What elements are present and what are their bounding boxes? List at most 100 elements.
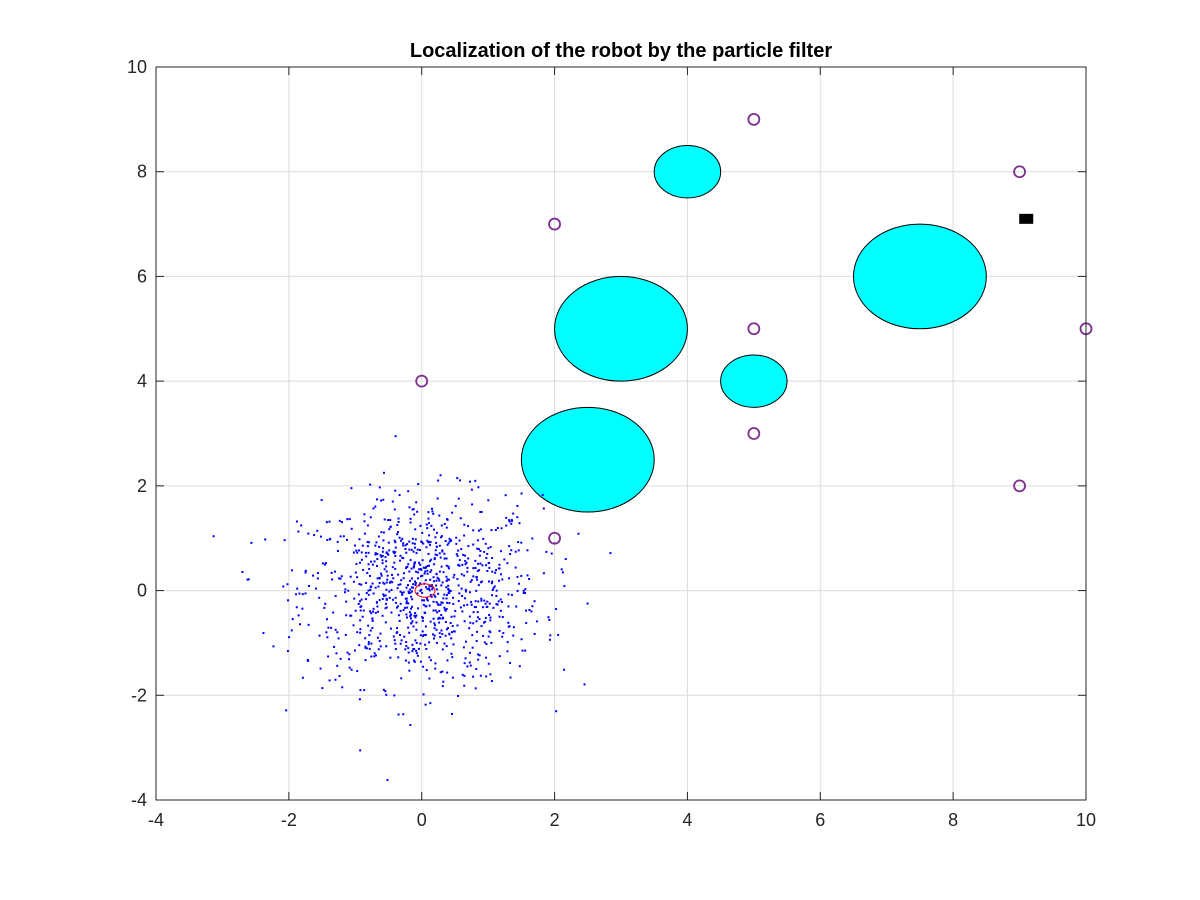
particle-point <box>400 639 403 642</box>
particle-point <box>366 541 369 544</box>
particle-point <box>425 647 428 650</box>
particle-point <box>389 580 392 583</box>
particle-point <box>516 504 519 507</box>
particle-point <box>417 647 420 650</box>
particle-point <box>450 712 453 715</box>
particle-point <box>510 549 513 552</box>
particle-point <box>360 598 363 601</box>
landmark-marker <box>415 374 429 388</box>
particle-point <box>393 561 396 564</box>
particle-point <box>445 597 448 600</box>
particle-point <box>371 582 374 585</box>
particle-point <box>445 628 448 631</box>
particle-point <box>339 535 342 538</box>
y-tick-label: 10 <box>127 57 147 77</box>
particle-point <box>528 577 531 580</box>
particle-point <box>381 554 384 557</box>
particle-point <box>429 702 432 705</box>
particle-point <box>531 537 534 540</box>
particle-point <box>368 634 371 637</box>
particle-point <box>461 673 464 676</box>
particle-point <box>451 625 454 628</box>
particle-point <box>447 567 450 570</box>
particle-point <box>487 662 490 665</box>
particle-point <box>434 609 437 612</box>
particle-point <box>393 539 396 542</box>
particle-point <box>365 647 368 650</box>
particle-point <box>344 588 347 591</box>
particle-point <box>472 575 475 578</box>
particle-point <box>411 586 414 589</box>
particle-point <box>344 633 347 636</box>
particle-point <box>488 580 491 583</box>
particle-point <box>415 552 418 555</box>
particle-point <box>378 639 381 642</box>
particle-point <box>467 545 470 548</box>
particle-point <box>504 494 507 497</box>
particle-point <box>415 570 418 573</box>
particle-point <box>517 549 520 552</box>
particle-point <box>444 621 447 624</box>
particle-point <box>368 647 371 650</box>
particle-point <box>413 660 416 663</box>
particle-point <box>421 630 424 633</box>
particle-point <box>407 647 410 650</box>
particle-point <box>441 648 444 651</box>
particle-point <box>516 575 519 578</box>
particle-point <box>425 523 428 526</box>
particle-point <box>421 619 424 622</box>
particle-point <box>383 518 386 521</box>
particle-point <box>337 637 340 640</box>
particle-point <box>325 521 328 524</box>
particle-point <box>487 635 490 638</box>
particle-point <box>341 686 344 689</box>
particle-point <box>430 524 433 527</box>
particle-point <box>358 561 361 564</box>
particle-point <box>412 583 415 586</box>
particle-point <box>381 550 384 553</box>
particle-point <box>456 624 459 627</box>
particle-point <box>457 599 460 602</box>
particle-point <box>371 619 374 622</box>
particle-point <box>477 584 480 587</box>
particle-point <box>417 483 420 486</box>
particle-point <box>336 540 339 543</box>
particle-point <box>435 545 438 548</box>
particle-point <box>356 631 359 634</box>
particle-point <box>438 609 441 612</box>
particle-point <box>444 609 447 612</box>
particle-point <box>433 558 436 561</box>
particle-point <box>323 606 326 609</box>
particle-point <box>396 605 399 608</box>
landmark-marker <box>1013 165 1026 179</box>
particle-point <box>382 498 385 501</box>
particle-point <box>402 557 405 560</box>
particle-point <box>560 568 563 571</box>
particle-point <box>408 611 411 614</box>
particle-point <box>396 531 399 534</box>
particle-point <box>466 603 469 606</box>
particle-point <box>425 566 428 569</box>
particle-point <box>505 516 508 519</box>
particle-point <box>535 620 538 623</box>
particle-point <box>350 668 353 671</box>
particle-point <box>459 606 462 609</box>
particle-point <box>488 630 491 633</box>
particle-point <box>396 631 399 634</box>
particle-point <box>404 648 407 651</box>
particle-point <box>358 600 361 603</box>
particle-point <box>481 580 484 583</box>
particle-point <box>521 649 524 652</box>
particle-point <box>434 662 437 665</box>
particle-point <box>334 628 337 631</box>
particle-point <box>329 537 332 540</box>
particle-point <box>456 477 459 480</box>
particle-point <box>432 633 435 636</box>
particle-point <box>448 602 451 605</box>
particle-point <box>485 675 488 678</box>
particle-point <box>451 511 454 514</box>
particle-point <box>432 512 435 515</box>
particle-point <box>385 693 388 696</box>
particle-point <box>301 676 304 679</box>
particle-point <box>436 602 439 605</box>
